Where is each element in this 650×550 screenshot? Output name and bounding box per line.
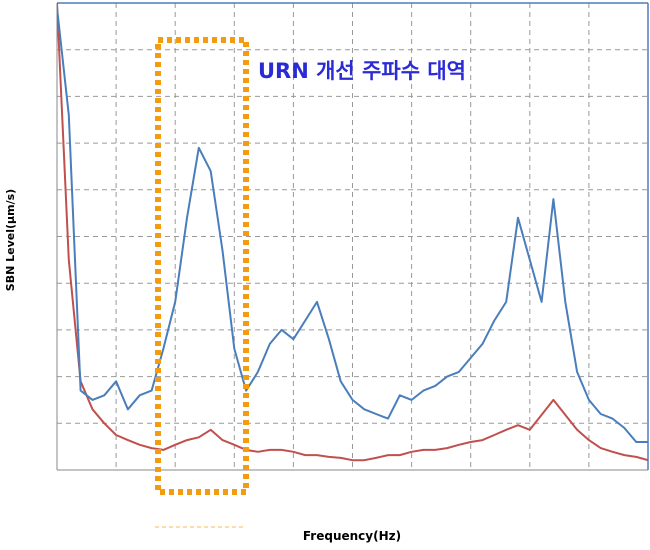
x-axis-label: Frequency(Hz) [303, 529, 401, 543]
series-line [57, 7, 648, 443]
y-axis-label: SBN Level(μm/s) [4, 189, 17, 291]
grid [57, 3, 648, 470]
annotation: URN 개선 주파수 대역 [258, 59, 466, 83]
series-line [57, 3, 648, 462]
highlight-box [155, 37, 249, 495]
plot [57, 3, 648, 462]
